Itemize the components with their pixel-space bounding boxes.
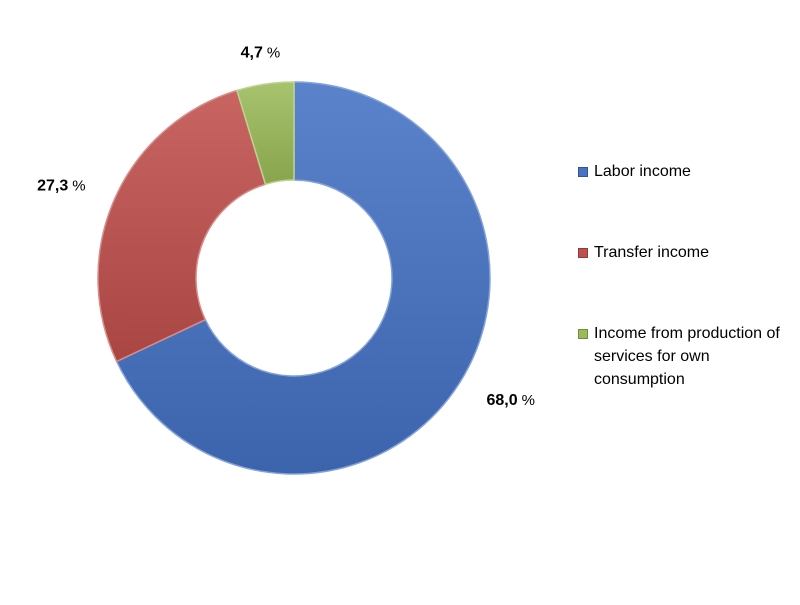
legend-swatch-transfer-income	[578, 248, 588, 258]
data-label-labor-income: 68,0%	[487, 392, 535, 409]
chart-legend: Labor income Transfer income Income from…	[578, 160, 794, 391]
donut-slice-own-consumption	[236, 81, 295, 185]
data-label-own-consumption: 4,7%	[241, 44, 281, 61]
legend-item-own-consumption: Income from production of services for o…	[578, 322, 794, 391]
legend-swatch-own-consumption	[578, 329, 588, 339]
legend-item-labor-income: Labor income	[578, 160, 794, 183]
legend-swatch-labor-income	[578, 167, 588, 177]
donut-slices	[97, 81, 491, 475]
legend-label-own-consumption: Income from production of services for o…	[594, 325, 780, 388]
data-labels: 68,0 % 27,3 % 4,7%	[37, 44, 535, 409]
legend-label-transfer-income: Transfer income	[594, 244, 709, 261]
donut-slice-labor-income	[115, 81, 491, 475]
legend-item-transfer-income: Transfer income	[578, 241, 794, 264]
legend-label-labor-income: Labor income	[594, 163, 691, 180]
data-label-transfer-income: 27,3%	[37, 177, 85, 194]
donut-slice-transfer-income	[97, 89, 267, 363]
